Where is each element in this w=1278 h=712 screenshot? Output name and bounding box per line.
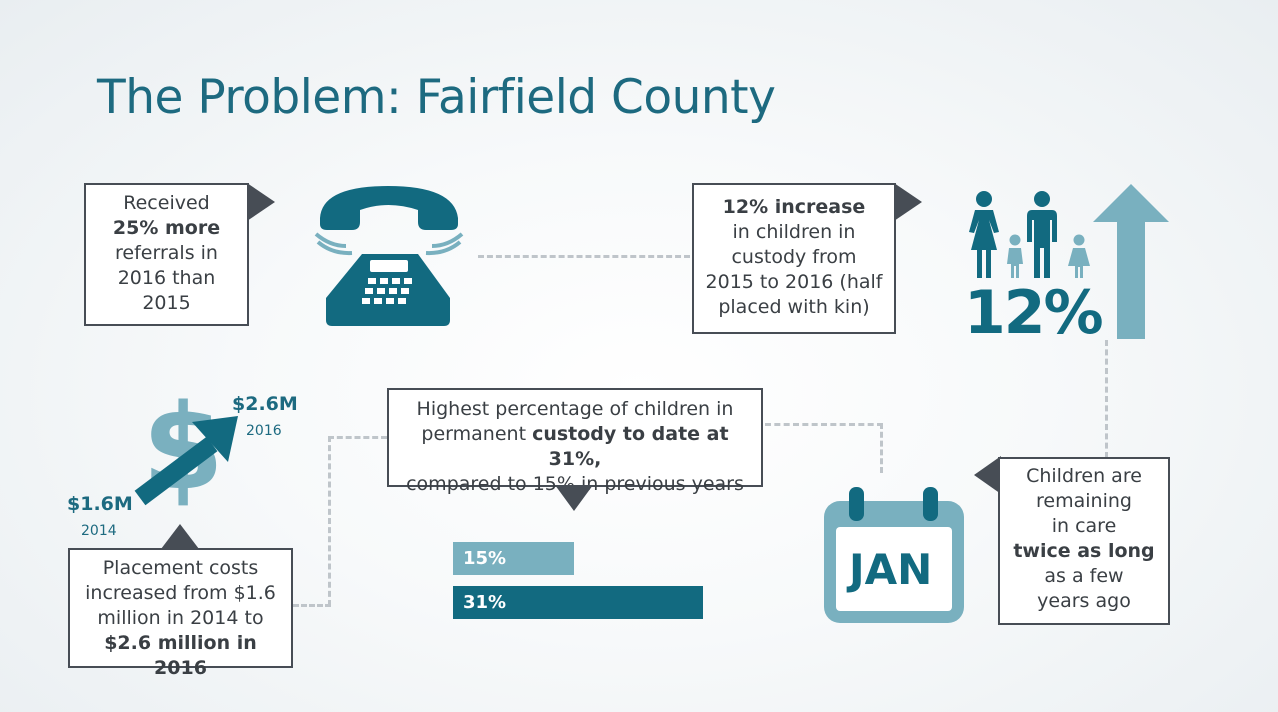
costs-highlight: $2.6 million in 2016 <box>104 632 257 679</box>
permanent-line-1: Highest percentage of children in <box>416 398 734 420</box>
care-line-4: as a few <box>1044 565 1124 587</box>
cost-end-value: $2.6M <box>232 393 298 415</box>
referrals-line-1: Received <box>123 192 210 214</box>
connector-costs-top <box>328 436 387 439</box>
bar-31-percent: 31% <box>453 586 703 619</box>
big-percent: 12% <box>964 278 1104 348</box>
permanent-line-2: permanent custody to date at 31%, <box>421 423 729 470</box>
page-title: The Problem: Fairfield County <box>97 70 776 125</box>
referrals-line-2: referrals in <box>115 242 218 264</box>
care-length-callout: Children are remaining in care twice as … <box>998 457 1170 625</box>
costs-line-2: increased from $1.6 <box>85 582 276 604</box>
calendar-month: JAN <box>849 545 933 594</box>
custody-pointer <box>894 183 922 221</box>
care-line-3: in care <box>1051 515 1117 537</box>
costs-line-1: Placement costs <box>102 557 259 579</box>
custody-line-2: custody from <box>731 246 857 268</box>
custody-increase-callout: 12% increase in children in custody from… <box>692 183 896 334</box>
connector-calendar-h <box>765 423 883 426</box>
referrals-line-3: 2016 than <box>117 267 216 289</box>
cost-start-value: $1.6M <box>67 493 133 515</box>
connector-costs-bottom <box>293 604 331 607</box>
placement-costs-callout: Placement costs increased from $1.6 mill… <box>68 548 293 679</box>
trend-arrow-icon <box>134 416 238 506</box>
care-line-5: years ago <box>1037 590 1131 612</box>
cost-start-year: 2014 <box>81 523 117 539</box>
care-highlight: twice as long <box>1013 540 1155 562</box>
custody-highlight: 12% increase <box>722 196 866 218</box>
custody-line-1: in children in <box>732 221 856 243</box>
cost-end-year: 2016 <box>246 423 282 439</box>
custody-line-3: 2015 to 2016 (half <box>705 271 883 293</box>
connector-costs-v <box>328 436 331 606</box>
bar-15-percent: 15% <box>453 542 574 575</box>
costs-pointer <box>161 524 199 549</box>
permanent-pointer <box>555 485 593 511</box>
telephone-icon <box>314 186 464 326</box>
referrals-pointer <box>247 183 275 221</box>
connector-arrow-care <box>1105 340 1108 458</box>
permanent-custody-callout: Highest percentage of children in perman… <box>387 388 763 495</box>
care-line-2: remaining <box>1036 490 1132 512</box>
calendar-icon <box>824 487 964 623</box>
connector-phone-custody <box>478 255 690 258</box>
family-icon <box>969 191 1090 278</box>
custody-line-4: placed with kin) <box>718 296 870 318</box>
referrals-line-4: 2015 <box>142 292 191 314</box>
costs-line-3: million in 2014 to <box>97 607 264 629</box>
referrals-callout: Received 25% more referrals in 2016 than… <box>84 183 249 326</box>
referrals-highlight: 25% more <box>112 217 221 239</box>
permanent-line-3: compared to 15% in previous years <box>406 473 744 495</box>
care-pointer <box>974 456 1001 494</box>
care-line-1: Children are <box>1026 465 1142 487</box>
connector-calendar-v <box>880 423 883 473</box>
up-arrow-icon <box>1093 184 1169 339</box>
